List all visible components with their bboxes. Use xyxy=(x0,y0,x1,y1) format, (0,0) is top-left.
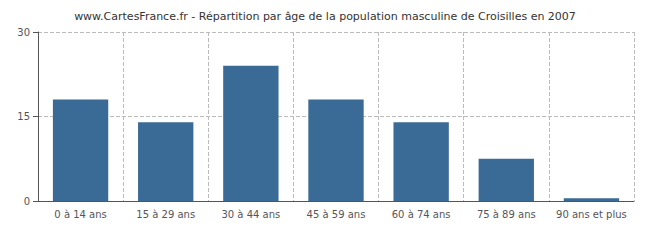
svg-text:15: 15 xyxy=(17,111,30,122)
svg-text:90 ans et plus: 90 ans et plus xyxy=(556,209,627,220)
svg-text:30 à 44 ans: 30 à 44 ans xyxy=(221,209,280,220)
svg-text:30: 30 xyxy=(17,27,30,38)
svg-text:75 à 89 ans: 75 à 89 ans xyxy=(477,209,536,220)
svg-text:45 à 59 ans: 45 à 59 ans xyxy=(307,209,366,220)
svg-text:60 à 74 ans: 60 à 74 ans xyxy=(392,209,451,220)
svg-text:0 à 14 ans: 0 à 14 ans xyxy=(54,209,106,220)
svg-text:0: 0 xyxy=(24,196,30,207)
svg-text:www.CartesFrance.fr - Répartit: www.CartesFrance.fr - Répartition par âg… xyxy=(74,10,576,23)
svg-text:15 à 29 ans: 15 à 29 ans xyxy=(136,209,195,220)
